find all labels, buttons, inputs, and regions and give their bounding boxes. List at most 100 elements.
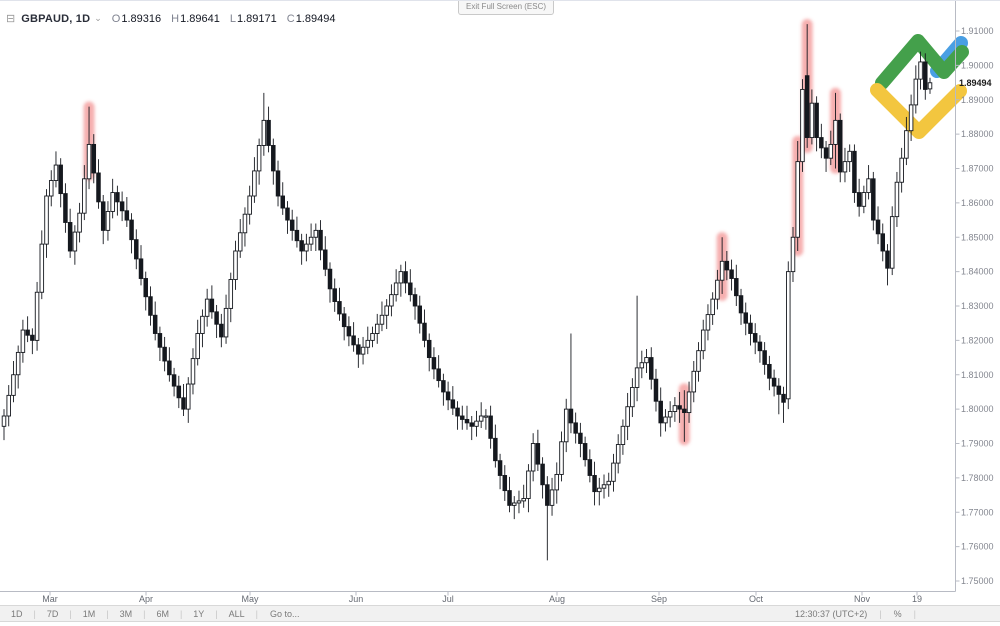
- candlestick: [190, 348, 196, 395]
- exit-fullscreen-tooltip[interactable]: Exit Full Screen (ESC): [458, 1, 555, 15]
- candlestick: [219, 313, 224, 348]
- candlestick: [313, 223, 319, 251]
- ohlc-high: H 1.89641: [171, 12, 220, 25]
- candlestick: [332, 278, 337, 312]
- range-button-all[interactable]: ALL: [228, 608, 245, 619]
- candlestick: [266, 106, 271, 153]
- candlestick: [422, 309, 427, 348]
- price-tick-label: 1.82000: [961, 335, 994, 345]
- range-button-3m[interactable]: 3M: [119, 608, 133, 619]
- candlestick: [752, 323, 758, 355]
- candlestick: [511, 496, 517, 520]
- candlestick: [497, 453, 503, 490]
- candlestick: [606, 472, 611, 497]
- candlestick: [923, 53, 928, 100]
- candlestick: [67, 208, 73, 258]
- candlestick: [563, 398, 569, 453]
- price-tick-label: 1.86000: [961, 198, 994, 208]
- candlestick: [34, 281, 40, 351]
- candlestick: [308, 223, 314, 251]
- candlestick: [58, 158, 63, 208]
- candlestick: [814, 96, 819, 152]
- candlestick: [77, 202, 82, 243]
- candlestick: [48, 170, 54, 207]
- price-tick-label: 1.79000: [961, 439, 994, 449]
- percent-toggle[interactable]: %: [893, 608, 902, 619]
- candlestick: [426, 333, 432, 372]
- candlestick: [734, 264, 739, 306]
- candlestick: [370, 326, 375, 348]
- range-button-6m[interactable]: 6M: [156, 608, 169, 619]
- candlestick: [852, 144, 857, 203]
- candlestick: [304, 233, 309, 262]
- toolbar-separator: |: [879, 608, 882, 619]
- logo-yellow-stroke: [870, 83, 967, 139]
- candlestick: [365, 326, 371, 355]
- candlestick: [866, 165, 871, 200]
- candlestick: [767, 355, 772, 391]
- candlestick: [847, 144, 852, 172]
- candlestick: [360, 336, 366, 365]
- candlestick: [549, 477, 555, 516]
- candlestick: [885, 244, 890, 286]
- candlestick: [242, 207, 248, 247]
- goto-button[interactable]: Go to...: [270, 608, 300, 619]
- candlestick: [72, 225, 78, 265]
- candlestick: [705, 304, 711, 341]
- candlestick: [682, 390, 687, 442]
- candlestick: [299, 233, 304, 265]
- chevron-down-icon[interactable]: ⌄: [94, 13, 102, 23]
- range-button-1d[interactable]: 1D: [11, 608, 23, 619]
- candlestick: [776, 378, 782, 415]
- time-tick-label: Oct: [749, 594, 764, 604]
- time-tick-label: Nov: [854, 594, 871, 604]
- candlestick: [634, 295, 640, 402]
- collapse-icon[interactable]: ⊟: [6, 13, 16, 25]
- symbol-title[interactable]: GBPAUD, 1D: [21, 12, 91, 25]
- candlestick: [167, 347, 172, 382]
- candlestick: [285, 201, 290, 234]
- candlestick: [700, 319, 706, 360]
- price-tick-label: 1.78000: [961, 473, 994, 483]
- range-button-1y[interactable]: 1Y: [193, 608, 205, 619]
- toolbar-separator: |: [69, 608, 72, 619]
- time-tick-label: Mar: [42, 594, 58, 604]
- candlestick: [96, 159, 101, 209]
- candlestick: [493, 424, 498, 468]
- price-tick-label: 1.91000: [961, 26, 994, 36]
- candlestick: [578, 422, 583, 458]
- candlestick: [105, 201, 111, 241]
- price-tick-label: 1.84000: [961, 267, 994, 277]
- time-tick-label: Jun: [349, 594, 364, 604]
- candlestick: [592, 461, 597, 506]
- range-button-7d[interactable]: 7D: [46, 608, 59, 619]
- candlestick: [1, 409, 7, 441]
- candlestick: [819, 123, 824, 159]
- candlestick: [289, 209, 295, 241]
- candlestick: [323, 236, 328, 277]
- candlestick: [597, 477, 602, 506]
- candlestick: [715, 269, 720, 310]
- candlestick: [615, 434, 621, 474]
- price-tick-label: 1.85000: [961, 232, 994, 242]
- candlestick: [152, 301, 158, 341]
- candlestick: [351, 322, 356, 352]
- candlestick: [620, 419, 626, 455]
- time-tick-label: Sep: [651, 594, 667, 604]
- price-tick-label: 1.77000: [961, 507, 994, 517]
- clock-label[interactable]: 12:30:37 (UTC+2): [795, 608, 868, 619]
- candlestick: [667, 401, 673, 428]
- candlestick: [677, 391, 682, 423]
- candlestick: [157, 326, 163, 361]
- candlestick: [441, 373, 446, 406]
- candlestick: [625, 392, 630, 441]
- candlestick: [318, 220, 323, 261]
- range-button-1m[interactable]: 1M: [82, 608, 96, 619]
- time-tick-label: 19: [912, 594, 922, 604]
- candlestick: [644, 348, 649, 374]
- candlestick: [294, 216, 300, 248]
- price-tick-label: 1.90000: [961, 60, 994, 70]
- candlestick: [138, 245, 144, 286]
